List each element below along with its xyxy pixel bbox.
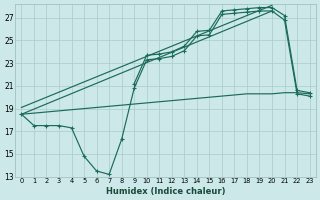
X-axis label: Humidex (Indice chaleur): Humidex (Indice chaleur) — [106, 187, 225, 196]
